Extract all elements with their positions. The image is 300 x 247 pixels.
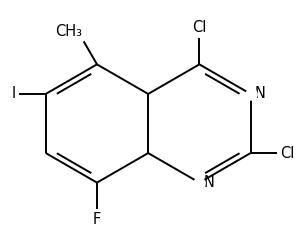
Text: Cl: Cl — [280, 145, 295, 161]
Text: CH₃: CH₃ — [55, 24, 82, 39]
Text: Cl: Cl — [192, 20, 207, 35]
Text: F: F — [93, 212, 101, 227]
Text: N: N — [204, 175, 214, 190]
Text: N: N — [255, 86, 266, 102]
Text: I: I — [12, 86, 16, 102]
